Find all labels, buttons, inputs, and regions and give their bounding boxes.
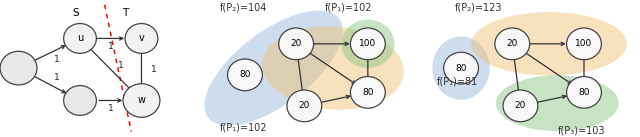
Text: 80: 80 bbox=[578, 88, 589, 97]
Ellipse shape bbox=[63, 24, 97, 53]
Ellipse shape bbox=[503, 90, 538, 122]
Text: 100: 100 bbox=[575, 39, 593, 48]
Ellipse shape bbox=[227, 59, 262, 91]
Text: 1: 1 bbox=[151, 65, 157, 74]
Ellipse shape bbox=[341, 20, 394, 68]
Ellipse shape bbox=[566, 28, 602, 60]
Ellipse shape bbox=[433, 36, 490, 100]
Text: 100: 100 bbox=[359, 39, 376, 48]
Ellipse shape bbox=[444, 52, 479, 84]
Text: f(P₃)=103: f(P₃)=103 bbox=[557, 125, 605, 135]
Text: w: w bbox=[138, 95, 145, 105]
Text: 80: 80 bbox=[239, 70, 251, 79]
Text: f(P₂)=123: f(P₂)=123 bbox=[455, 2, 502, 12]
Text: f(P₁)=102: f(P₁)=102 bbox=[220, 122, 268, 132]
Text: 1: 1 bbox=[108, 42, 114, 51]
Ellipse shape bbox=[123, 84, 160, 117]
Ellipse shape bbox=[566, 77, 602, 108]
Text: 20: 20 bbox=[507, 39, 518, 48]
Ellipse shape bbox=[287, 90, 322, 122]
Text: 1: 1 bbox=[118, 61, 124, 70]
Text: S: S bbox=[72, 8, 79, 18]
Ellipse shape bbox=[279, 28, 314, 60]
Text: f(P₁)=81: f(P₁)=81 bbox=[436, 77, 477, 87]
Ellipse shape bbox=[351, 28, 385, 60]
Ellipse shape bbox=[0, 51, 37, 85]
Ellipse shape bbox=[496, 75, 619, 131]
Text: u: u bbox=[77, 33, 83, 43]
Text: 20: 20 bbox=[515, 101, 526, 110]
Text: f(P₂)=104: f(P₂)=104 bbox=[220, 2, 268, 12]
Text: 1: 1 bbox=[54, 55, 60, 64]
Ellipse shape bbox=[204, 11, 343, 126]
Text: v: v bbox=[139, 33, 145, 43]
Ellipse shape bbox=[125, 24, 158, 53]
Text: 20: 20 bbox=[299, 101, 310, 110]
Ellipse shape bbox=[63, 85, 97, 115]
Text: T: T bbox=[122, 8, 128, 18]
Text: f(P₁)=102: f(P₁)=102 bbox=[325, 2, 372, 12]
Ellipse shape bbox=[351, 77, 385, 108]
Text: 20: 20 bbox=[291, 39, 302, 48]
Text: 80: 80 bbox=[362, 88, 374, 97]
Ellipse shape bbox=[471, 12, 627, 75]
Ellipse shape bbox=[495, 28, 530, 60]
Ellipse shape bbox=[262, 26, 404, 110]
Text: 1: 1 bbox=[54, 73, 60, 82]
Text: 1: 1 bbox=[108, 104, 114, 113]
Text: 80: 80 bbox=[455, 64, 467, 73]
